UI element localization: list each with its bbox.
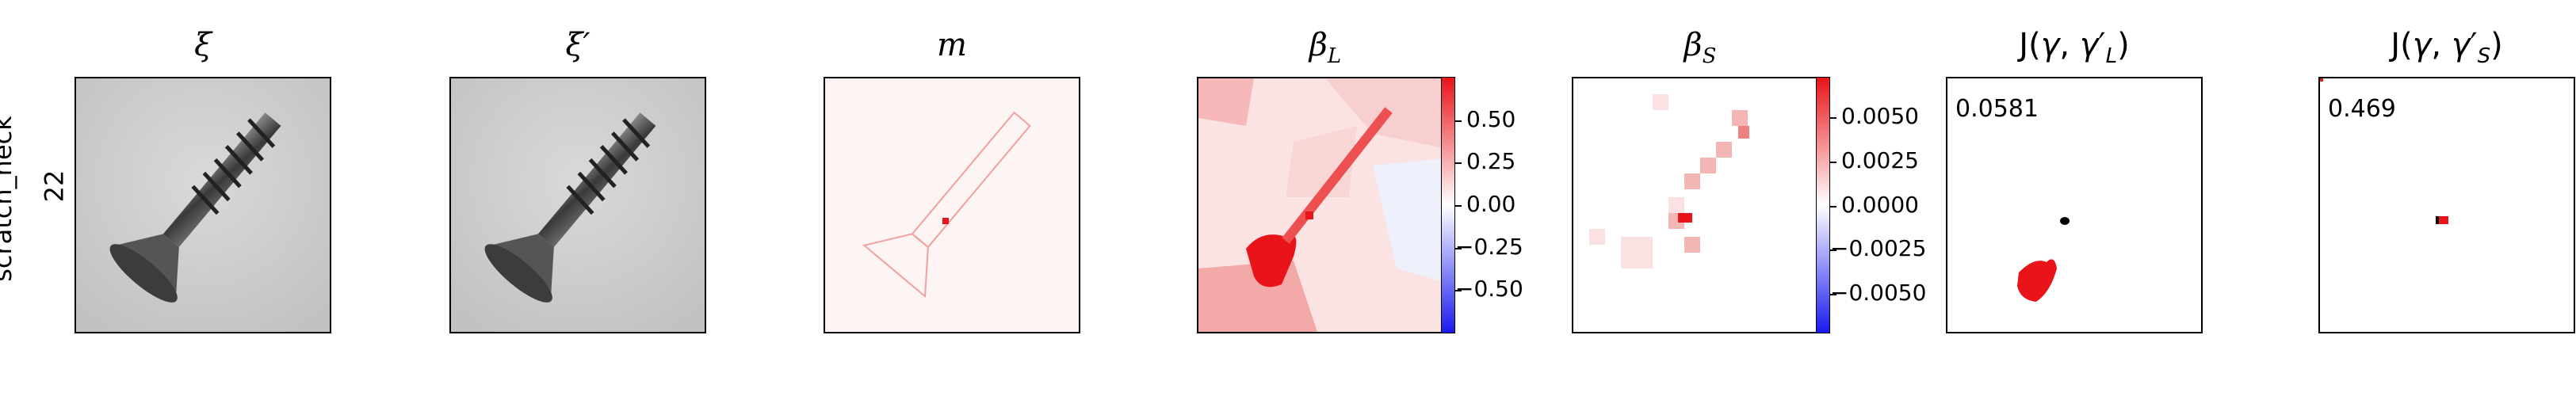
panel-xi-prime-image <box>449 77 706 333</box>
cbar-s-tick-3: 0.0000 <box>1841 192 1919 218</box>
score-s: 0.469 <box>2328 95 2396 123</box>
panel-beta-l-map <box>1197 77 1454 333</box>
row-label-index: 22 <box>39 169 70 203</box>
colorbar-l <box>1441 77 1455 333</box>
title-xi-prime: ξ′ <box>565 27 590 63</box>
cbar-l-tick-5: −0.50 <box>1455 276 1523 302</box>
title-xi: ξ <box>193 27 212 63</box>
row-label-name: scratch_neck <box>0 116 17 282</box>
j-s-map <box>2320 78 2574 332</box>
row-label: scratch_neck 22 <box>0 95 70 301</box>
cbar-s-tick-1: 0.0050 <box>1841 103 1919 129</box>
beta-l-map <box>1198 78 1452 332</box>
cbar-s-tick-4: −0.0025 <box>1830 235 1927 261</box>
title-beta-l: βL <box>1309 27 1342 68</box>
cbar-s-tick-5: −0.0050 <box>1830 280 1927 306</box>
j-l-map <box>1947 78 2201 332</box>
cbar-s-tick-2: 0.0025 <box>1841 147 1919 173</box>
title-j-s: J(γ, γ′S) <box>2391 27 2503 68</box>
screw-image <box>76 78 330 332</box>
cbar-l-tick-1: 0.50 <box>1466 106 1516 132</box>
title-beta-s: βS <box>1684 27 1717 68</box>
title-j-l: J(γ, γ′L) <box>2019 27 2130 68</box>
panel-beta-s-map <box>1572 77 1829 333</box>
panel-xi-image <box>75 77 331 333</box>
panel-j-s-map <box>2318 77 2575 333</box>
cbar-l-tick-2: 0.25 <box>1466 148 1516 174</box>
beta-s-map <box>1573 78 1827 332</box>
colorbar-s <box>1816 77 1830 333</box>
cbar-l-tick-4: −0.25 <box>1455 234 1523 260</box>
score-l: 0.0581 <box>1955 95 2039 123</box>
panel-j-l-map <box>1946 77 2203 333</box>
mask-map <box>825 78 1079 332</box>
panel-m-map <box>824 77 1080 333</box>
title-m: m <box>937 27 967 63</box>
cbar-l-tick-3: 0.00 <box>1466 191 1516 217</box>
screw-image-prime <box>451 78 705 332</box>
